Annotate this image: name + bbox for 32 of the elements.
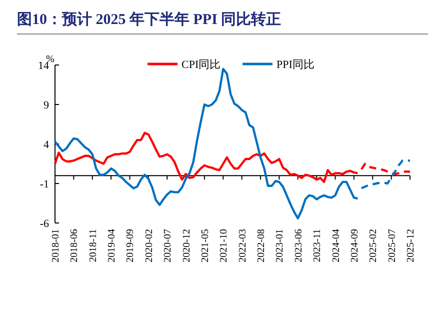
x-tick-label: 2018-11 [88,229,99,262]
x-tick-label: 2025-02 [368,229,380,262]
legend-label: CPI同比 [182,58,221,71]
x-tick-label: 2020-02 [144,229,155,262]
y-tick-label: -1 [40,178,49,190]
x-tick-label: 2020-07 [162,229,174,262]
legend-label: PPI同比 [276,58,314,71]
x-tick-label: 2025-07 [386,229,398,262]
x-tick-label: 2019-09 [125,229,136,262]
x-tick-label: 2024-04 [330,229,342,262]
x-tick-label: 2022-03 [237,229,248,262]
chart-title: 图10：预计 2025 年下半年 PPI 同比转正 [17,11,282,28]
x-tick-label: 2023-01 [274,229,286,262]
x-tick-label: 2024-09 [349,229,360,262]
y-tick-label: 14 [38,60,50,72]
x-tick-label: 2025-12 [406,229,416,262]
x-tick-label: 2021-05 [200,229,211,262]
line-series [54,68,359,220]
x-tick-label: 2020-12 [181,229,192,262]
x-tick-label: 2023-06 [293,229,304,262]
line-series [360,162,412,176]
y-tick-label: -6 [40,218,50,230]
x-tick-label: 2019-04 [106,229,118,262]
x-tick-label: 2018-06 [69,229,80,262]
line-series [54,132,359,184]
y-tick-label: 4 [44,139,50,151]
x-tick-label: 2022-08 [256,229,268,262]
x-tick-label: 2021-10 [218,229,230,262]
x-tick-label: 2018-01 [50,229,62,262]
x-tick-label: 2023-11 [312,229,324,262]
y-tick-label: 9 [44,100,50,112]
line-series [360,159,412,190]
